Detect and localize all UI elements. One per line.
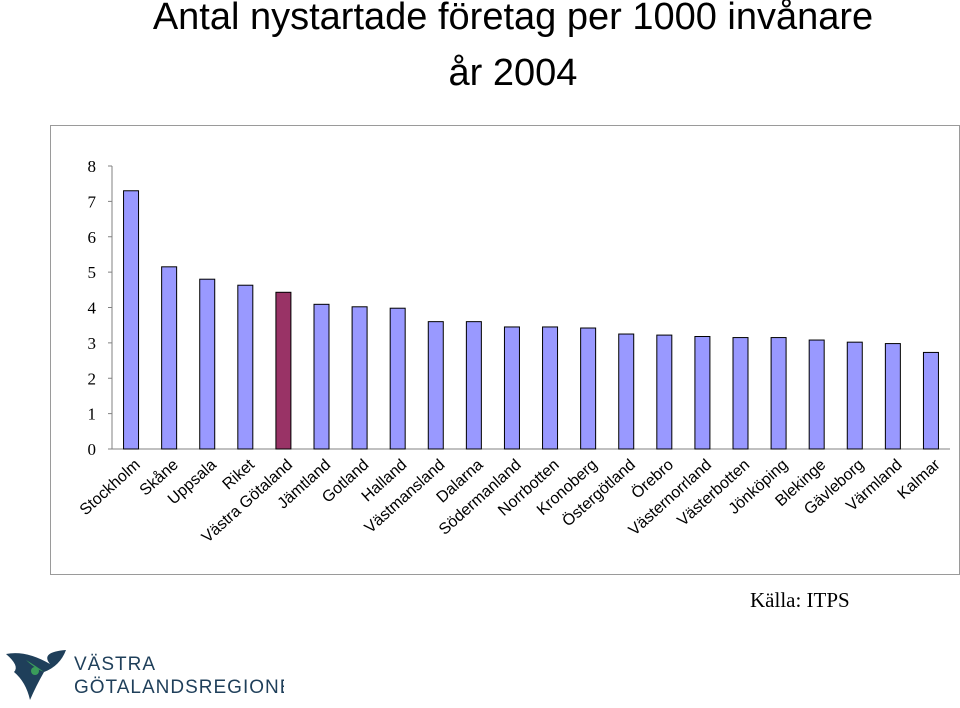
- bird-logo-icon: [6, 650, 66, 700]
- bar: [884, 343, 901, 450]
- y-tick-label: 0: [88, 440, 97, 459]
- chart-title-line-2: år 2004: [448, 52, 578, 94]
- chart-title-line-1: Antal nystartade företag per 1000 invåna…: [152, 0, 874, 38]
- bar: [542, 326, 559, 450]
- logo-text-line-2: GÖTALANDSREGIONEN: [74, 677, 284, 698]
- bar: [503, 326, 520, 450]
- bar: [770, 337, 787, 450]
- bar: [580, 327, 597, 450]
- bar: [237, 284, 254, 450]
- logo-text-line-1: VÄSTRA: [74, 654, 156, 675]
- y-tick-label: 7: [88, 192, 97, 211]
- chart-area: 0 1 2 3 4 5 6 7 8 Stockholm Skåne Uppsala Riket Västr…: [50, 125, 960, 575]
- bar: [694, 336, 711, 450]
- bar: [123, 190, 140, 450]
- bar: [351, 306, 368, 450]
- bar: [846, 341, 863, 450]
- bar: [275, 291, 292, 450]
- bar: [618, 333, 635, 450]
- bar: [732, 337, 749, 450]
- bar: [465, 321, 482, 450]
- y-tick-label: 2: [88, 369, 97, 388]
- bar: [313, 303, 330, 450]
- bar: [199, 278, 216, 450]
- source-note: Källa: ITPS: [750, 588, 850, 612]
- bar: [427, 321, 444, 450]
- y-tick-label: 1: [88, 405, 97, 424]
- y-tick-label: 3: [88, 334, 97, 353]
- vastra-gotaland-logo: VÄSTRA GÖTALANDSREGIONEN: [6, 650, 284, 700]
- bar: [161, 266, 178, 450]
- bar: [389, 307, 406, 450]
- bar: [656, 334, 673, 450]
- y-tick-label: 4: [88, 299, 97, 318]
- y-tick-label: 6: [88, 228, 97, 247]
- y-tick-label: 8: [88, 157, 97, 176]
- bar: [922, 351, 939, 450]
- x-tick-label: Kalmar: [895, 456, 945, 503]
- x-tick-label: Stockholm: [77, 456, 144, 519]
- y-tick-label: 5: [88, 263, 97, 282]
- bar: [808, 339, 825, 450]
